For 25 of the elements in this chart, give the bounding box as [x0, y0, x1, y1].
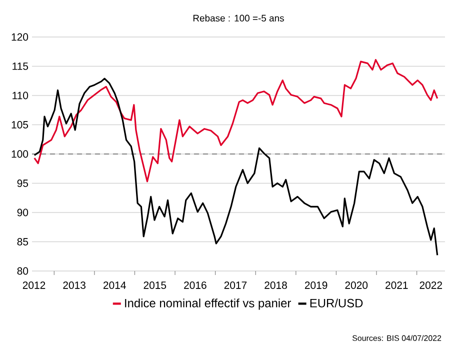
y-tick-label: 105: [12, 121, 28, 128]
y-tick-label: 85: [17, 238, 28, 246]
x-tick-label: 2020: [345, 282, 368, 289]
chart-title: Rebase : 100 =-5 ans: [193, 14, 284, 22]
y-tick-label: 100: [12, 150, 28, 158]
x-tick-label: 2016: [184, 282, 206, 289]
x-tick-label: 2019: [304, 282, 328, 289]
x-tick-label: 2017: [224, 282, 247, 289]
y-tick-label: 120: [12, 33, 28, 41]
y-tick-label: 110: [12, 92, 28, 100]
x-tick-label: 2012: [22, 282, 46, 289]
legend-label: Indice nominal effectif vs panier: [125, 298, 291, 310]
x-tick-label: 2022: [420, 282, 442, 289]
y-tick-label: 90: [17, 208, 28, 216]
x-tick-label: 2018: [264, 282, 287, 289]
line-series: [34, 78, 438, 256]
line-series: [34, 59, 438, 182]
x-tick-label: 2014: [103, 282, 126, 289]
y-tick-label: 80: [17, 267, 28, 275]
x-tick-label: 2021: [386, 282, 408, 289]
x-tick-label: 2013: [63, 282, 86, 289]
legend-label: EUR/USD: [310, 298, 363, 308]
y-tick-label: 115: [12, 62, 28, 70]
x-tick-label: 2015: [144, 282, 166, 289]
y-tick-label: 95: [17, 180, 28, 187]
